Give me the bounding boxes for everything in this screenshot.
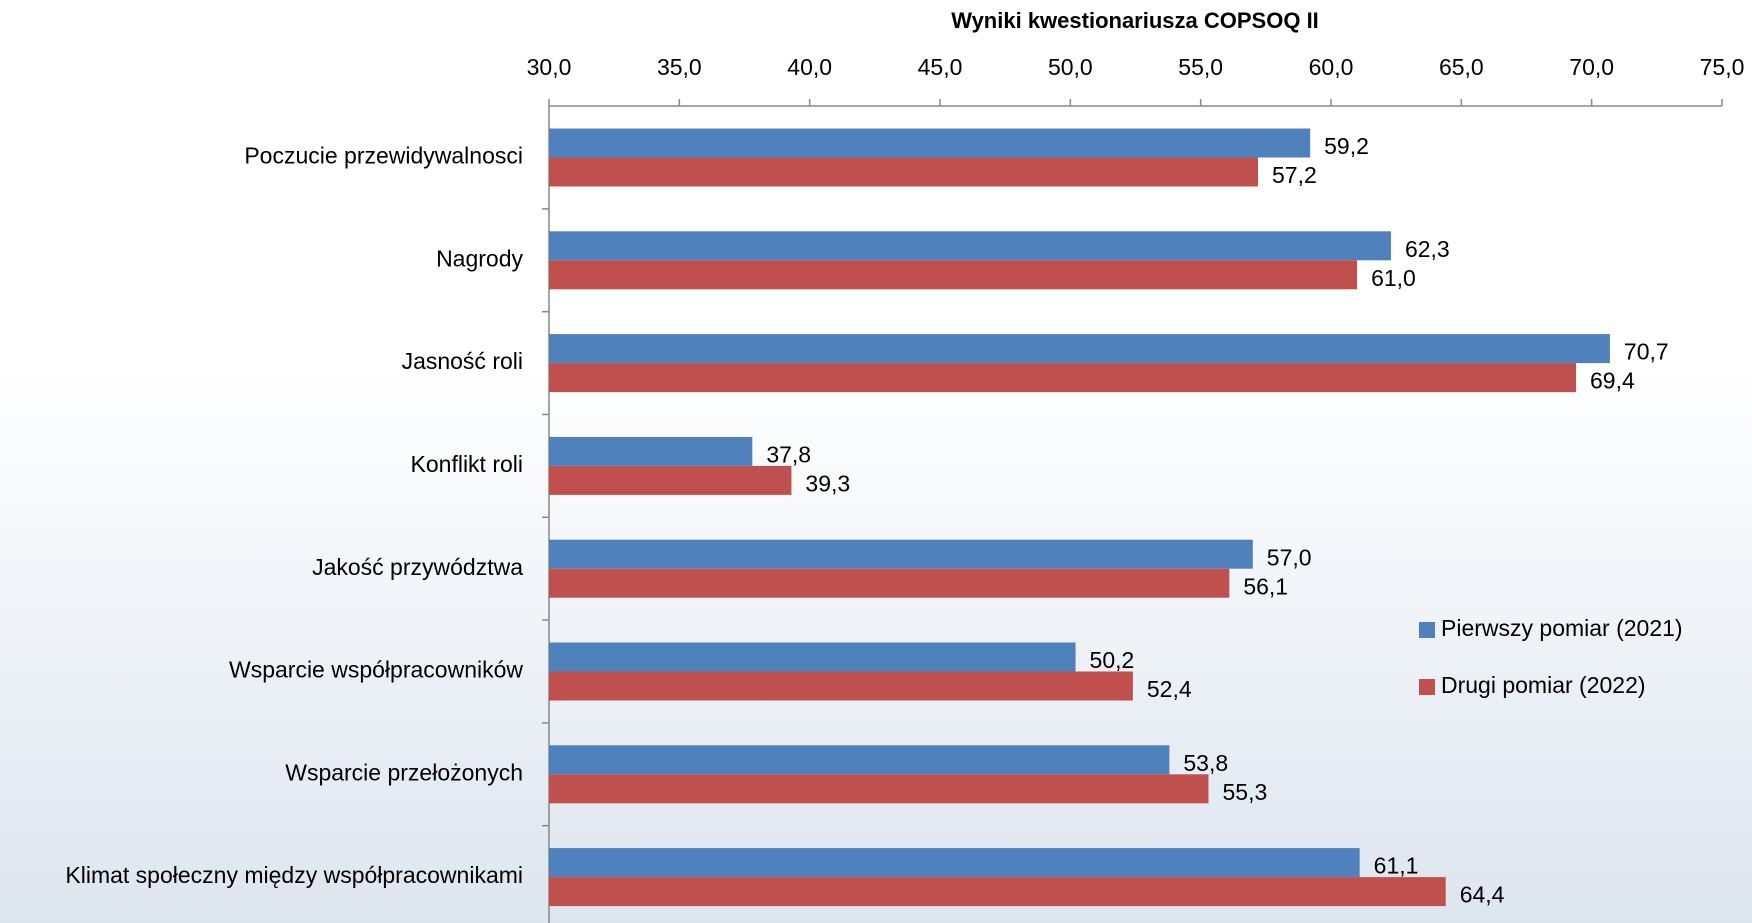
bar — [549, 128, 1311, 158]
x-tick-label: 55,0 — [1178, 54, 1223, 80]
value-label: 37,8 — [766, 441, 811, 467]
y-tick-label: Wsparcie współpracowników — [229, 657, 523, 683]
y-tick-label: Jasność roli — [402, 348, 523, 374]
value-label: 53,8 — [1183, 750, 1228, 776]
x-tick-label: 45,0 — [918, 54, 963, 80]
value-label: 61,0 — [1371, 265, 1416, 291]
value-label: 39,3 — [805, 470, 850, 496]
y-tick-label: Jakość przywództwa — [312, 554, 523, 580]
value-label: 70,7 — [1624, 339, 1669, 365]
legend-label: Drugi pomiar (2022) — [1441, 672, 1646, 698]
bar — [549, 774, 1209, 804]
bar — [549, 231, 1391, 261]
bar — [549, 877, 1446, 907]
y-tick-label: Nagrody — [436, 245, 523, 271]
bar — [549, 671, 1133, 701]
legend-label: Pierwszy pomiar (2021) — [1441, 615, 1683, 641]
x-tick-label: 35,0 — [657, 54, 702, 80]
value-label: 57,2 — [1272, 162, 1317, 188]
x-tick-label: 30,0 — [527, 54, 572, 80]
value-label: 69,4 — [1590, 368, 1635, 394]
chart-title: Wyniki kwestionariusza COPSOQ II — [951, 8, 1319, 33]
bar — [549, 260, 1358, 290]
x-tick-label: 40,0 — [787, 54, 832, 80]
value-label: 62,3 — [1405, 236, 1450, 262]
y-tick-label: Poczucie przewidywalnosci — [244, 143, 523, 169]
bar — [549, 642, 1076, 672]
value-label: 52,4 — [1147, 676, 1192, 702]
value-label: 50,2 — [1090, 647, 1135, 673]
bar — [549, 848, 1360, 878]
y-tick-label: Konflikt roli — [411, 451, 523, 477]
value-label: 56,1 — [1243, 573, 1288, 599]
value-label: 57,0 — [1267, 544, 1312, 570]
x-tick-label: 60,0 — [1309, 54, 1354, 80]
legend-swatch — [1419, 679, 1435, 695]
bar — [549, 363, 1577, 393]
legend-swatch — [1419, 622, 1435, 638]
x-tick-label: 65,0 — [1439, 54, 1484, 80]
x-tick-label: 50,0 — [1048, 54, 1093, 80]
x-tick-label: 75,0 — [1700, 54, 1745, 80]
y-tick-label: Wsparcie przełożonych — [285, 759, 523, 785]
value-label: 64,4 — [1460, 882, 1505, 908]
bar — [549, 745, 1170, 775]
value-label: 59,2 — [1324, 133, 1369, 159]
bar — [549, 465, 792, 495]
bar — [549, 436, 753, 466]
bar — [549, 539, 1253, 569]
y-tick-label: Klimat społeczny między współpracownikam… — [65, 862, 523, 888]
value-label: 61,1 — [1374, 853, 1419, 879]
bar — [549, 334, 1610, 364]
value-label: 55,3 — [1222, 779, 1267, 805]
bar — [549, 157, 1259, 187]
bar — [549, 568, 1230, 598]
x-tick-label: 70,0 — [1569, 54, 1614, 80]
